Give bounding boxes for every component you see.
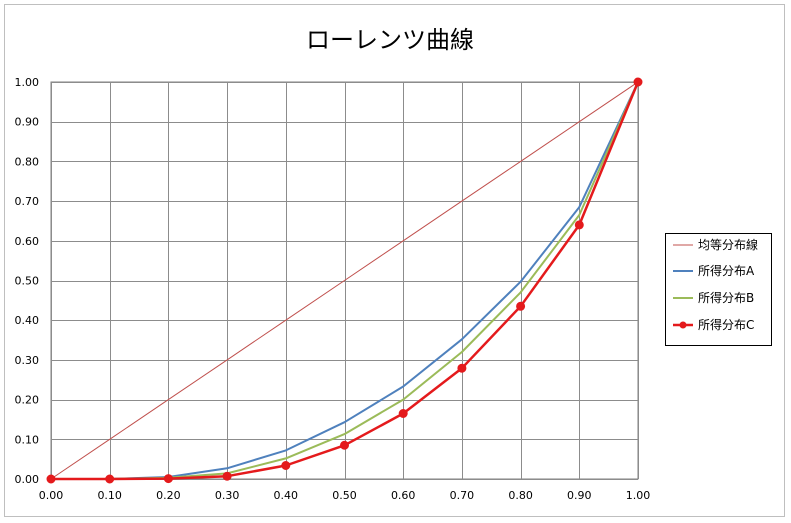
series-point: [574, 220, 584, 230]
x-tick-label: 0.30: [215, 489, 240, 502]
y-tick-label: 0.90: [15, 116, 40, 129]
series-point: [340, 440, 349, 450]
legend-label: 所得分布C: [698, 317, 754, 332]
legend-marker: [679, 321, 687, 329]
series-point: [163, 474, 173, 484]
y-tick-label: 0.20: [15, 394, 40, 407]
series-point: [222, 471, 232, 481]
x-tick-label: 0.70: [450, 489, 475, 502]
legend-label: 所得分布A: [698, 263, 755, 278]
series: [46, 77, 643, 484]
y-tick-label: 0.80: [15, 155, 40, 168]
series-point: [457, 363, 467, 373]
axes: 0.00 0.10 0.20 0.30 0.40 0.50 0.60 0.70 0.80 0.90…: [15, 76, 651, 502]
series-point: [633, 77, 643, 87]
y-tick-label: 0.60: [15, 235, 40, 248]
chart-title: ローレンツ曲線: [306, 26, 474, 54]
x-tick-label: 0.20: [156, 489, 181, 502]
x-tick-label: 0.60: [391, 489, 416, 502]
x-tick-label: 0.90: [567, 489, 592, 502]
y-tick-label: 1.00: [15, 76, 40, 89]
y-tick-label: 0.70: [15, 195, 40, 208]
legend-label: 均等分布線: [698, 237, 758, 252]
x-tick-label: 1.00: [626, 489, 651, 502]
x-tick-label: 0.00: [39, 489, 64, 502]
series-line-1: [50, 81, 639, 480]
y-tick-label: 0.30: [15, 354, 40, 367]
x-tick-label: 0.50: [332, 489, 357, 502]
series-point: [398, 408, 408, 418]
x-tick-label: 0.40: [274, 489, 299, 502]
x-tick-label: 0.10: [97, 489, 122, 502]
y-tick-label: 0.00: [15, 473, 40, 486]
y-tick-label: 0.10: [15, 433, 40, 446]
series-point: [516, 301, 526, 311]
series-point: [105, 474, 115, 484]
chart-frame: [4, 4, 785, 517]
series-point: [281, 461, 291, 471]
y-tick-label: 0.50: [15, 275, 40, 288]
legend-label: 所得分布B: [698, 290, 754, 305]
y-tick-label: 0.40: [15, 314, 40, 327]
series-point: [46, 474, 56, 484]
x-tick-label: 0.80: [508, 489, 533, 502]
